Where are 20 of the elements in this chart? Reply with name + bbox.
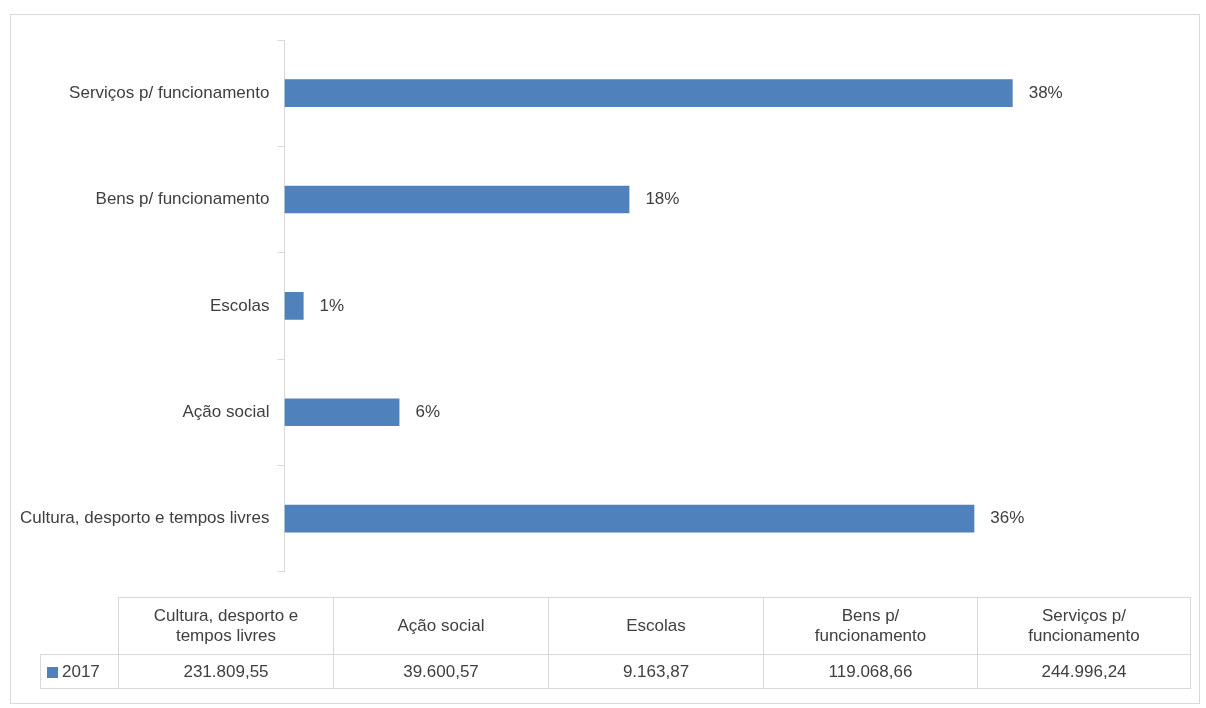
category-label: Serviços p/ funcionamento [1028,606,1140,645]
y-tick-label: Ação social [182,401,270,421]
y-tick-label: Bens p/ funcionamento [95,189,270,209]
data-label: 36% [990,508,1025,528]
legend-label: 2017 [40,654,119,689]
text: 39.600,57 [333,654,549,689]
data-label: 6% [415,401,441,421]
category-label: Escolas [626,616,686,635]
data-label: 38% [1028,82,1063,102]
text: 119.068,66 [763,654,978,689]
text: 244.996,24 [977,654,1191,689]
data-label: 18% [645,189,680,209]
category-label: Bens p/ funcionamento [814,606,927,645]
text: 9.163,87 [548,654,764,689]
y-tick-label: Serviços p/ funcionamento [69,82,270,102]
text: 231.809,55 [118,654,334,689]
y-tick-label: Escolas [209,295,270,315]
y-tick-label: Cultura, desporto e tempos livres [19,508,270,528]
data-label: 1% [319,295,345,315]
category-label: Ação social [397,616,485,635]
